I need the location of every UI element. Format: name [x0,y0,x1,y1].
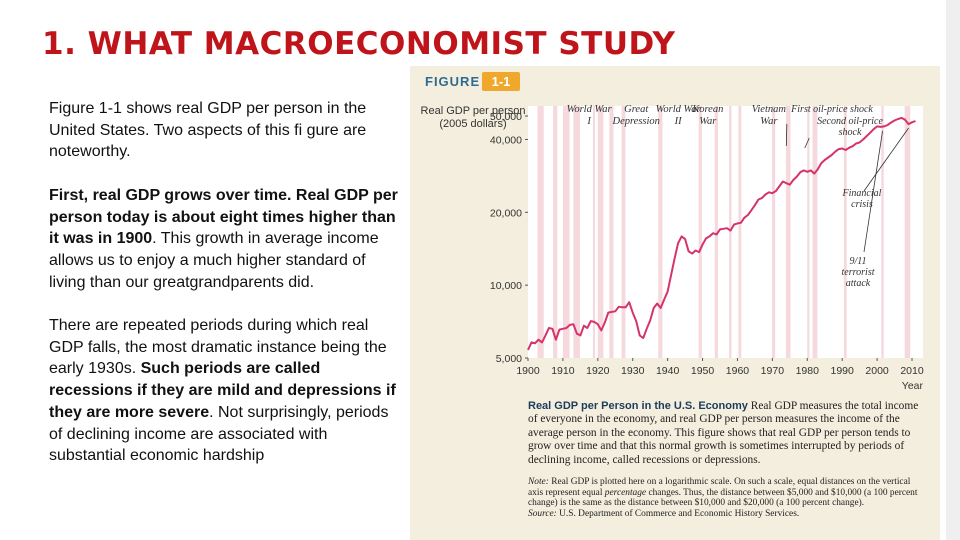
recession-band [537,106,544,358]
figure-number-badge: 1-1 [482,72,520,91]
paragraph-growth: First, real GDP grows over time. Real GD… [49,185,405,294]
recession-band [573,106,581,358]
y-tick-label: 10,000 [490,280,522,292]
period-label: World War II [656,104,702,127]
x-tick-label: 1950 [691,365,715,377]
slide-title: 1. WHAT MACROECONOMIST STUDY [42,26,676,62]
x-tick-label: 1970 [761,365,785,377]
period-label: World War I [567,104,613,127]
recession-band [812,106,818,358]
y-tick-label: 40,000 [490,134,522,146]
paragraph-growth-bold: First, real GDP grows over time. Real GD… [49,186,398,248]
x-tick-label: 1910 [551,365,575,377]
source-label: Source: [528,508,557,519]
recession-band [714,106,718,358]
period-label: Vietnam War [752,104,787,127]
recession-band [698,106,702,358]
recession-band [562,106,570,358]
event-annotation: Second oil-price shock [817,116,883,138]
note-italic: percentage [604,487,647,498]
paragraph-recessions-rest: . Not surprisingly, periods of declining… [49,403,389,465]
figure-panel: FIGURE 1-1 5,000 10,000 20,000 40,000 50,000… [410,66,940,540]
decorative-side-bar [946,0,960,540]
recession-band [609,106,614,358]
x-tick-label: 2000 [865,365,889,377]
recession-band [729,106,732,358]
event-annotation: First oil-price shock [790,104,873,115]
x-tick-label: 1940 [656,365,680,377]
x-tick-label: 1900 [516,365,540,377]
paragraph-recessions-bold: Such periods are called recessions if th… [49,360,396,421]
x-tick-label: 1980 [796,365,820,377]
source-text: U.S. Department of Commerce and Economic… [559,508,800,519]
paragraph-intro: Figure 1-1 shows real GDP per person in … [49,100,367,161]
paragraph-growth-rest: . This growth in average income allows u… [49,230,379,291]
annotation-leader [863,130,883,253]
paragraph-recessions-lead: There are repeated periods during which … [49,317,387,378]
recession-band [658,106,663,358]
annotation-leader [863,127,909,192]
x-tick-label: 2010 [900,365,924,377]
x-tick-label: 1920 [586,365,610,377]
recession-band [904,106,911,358]
period-label: Great Depression [611,104,659,127]
recession-band [592,106,596,358]
plot-area [528,106,923,358]
note-label: Note: [528,477,549,487]
y-tick-label: 50,000 [490,111,522,123]
x-tick-label: 1930 [621,365,645,377]
x-axis-label: Year [902,380,924,392]
recession-band [738,106,742,358]
x-tick-label: 1960 [726,365,750,377]
note-text-2: changes. Thus, the distance between $5,0… [528,487,918,509]
recession-band [553,106,558,358]
figure-caption: Real GDP per Person in the U.S. Economy … [528,400,923,467]
recession-band [843,106,847,358]
event-annotation: 9/11 terrorist attack [842,256,875,289]
annotation-leader [804,137,810,149]
period-label: Korean War [691,104,723,127]
recession-band [785,106,791,358]
recession-band [807,106,810,358]
y-tick-label: 20,000 [490,207,522,219]
paragraph-recessions: There are repeated periods during which … [49,315,405,467]
note-text: Real GDP is plotted here on a logarithmi… [528,477,911,498]
gdp-series-line [527,116,916,351]
caption-title: Real GDP per Person in the U.S. Economy [528,400,748,412]
figure-label: FIGURE [425,74,481,89]
annotation-leader [785,123,788,147]
y-tick-label: 5,000 [496,353,522,365]
recession-band [597,106,604,358]
figure-note: Note: Real GDP is plotted here on a loga… [528,477,923,519]
recession-band [881,106,884,358]
recession-band [772,106,776,358]
x-tick-label: 1990 [831,365,855,377]
y-axis-label: Real GDP per person (2005 dollars) [421,105,526,130]
event-annotation: Financial crisis [842,188,882,210]
caption-text: Real GDP measures the total income of ev… [528,400,919,466]
recession-band [621,106,626,358]
gdp-chart: 5,000 10,000 20,000 40,000 50,000 1900 1910 192… [421,104,924,392]
body-text: Figure 1-1 shows real GDP per person in … [49,98,405,489]
